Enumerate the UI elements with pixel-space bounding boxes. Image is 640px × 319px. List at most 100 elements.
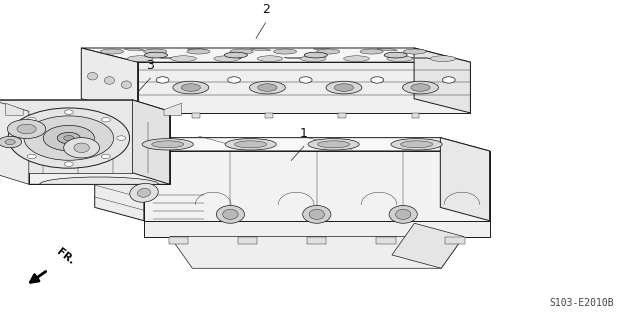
Polygon shape — [144, 221, 490, 237]
Text: 3: 3 — [147, 59, 154, 72]
Ellipse shape — [58, 132, 81, 144]
Ellipse shape — [235, 141, 267, 148]
Ellipse shape — [8, 119, 46, 138]
Ellipse shape — [156, 77, 169, 83]
Ellipse shape — [65, 110, 74, 114]
Ellipse shape — [28, 154, 36, 159]
Polygon shape — [29, 177, 170, 184]
Ellipse shape — [257, 56, 283, 62]
Polygon shape — [250, 49, 271, 50]
Ellipse shape — [396, 209, 411, 219]
Ellipse shape — [317, 141, 349, 148]
Ellipse shape — [121, 81, 131, 88]
Polygon shape — [132, 100, 170, 184]
Polygon shape — [187, 49, 208, 50]
Polygon shape — [0, 100, 132, 173]
Polygon shape — [95, 137, 144, 221]
Ellipse shape — [8, 108, 130, 168]
Ellipse shape — [360, 49, 383, 54]
Polygon shape — [410, 57, 431, 59]
Ellipse shape — [387, 56, 413, 62]
Ellipse shape — [304, 52, 327, 58]
Ellipse shape — [127, 56, 153, 62]
Polygon shape — [314, 49, 334, 50]
Polygon shape — [170, 237, 463, 268]
Ellipse shape — [403, 49, 426, 54]
Ellipse shape — [173, 81, 209, 94]
Ellipse shape — [411, 84, 430, 91]
Ellipse shape — [250, 81, 285, 94]
Ellipse shape — [5, 139, 15, 145]
Polygon shape — [412, 113, 419, 118]
Polygon shape — [6, 103, 23, 115]
Ellipse shape — [88, 72, 98, 80]
Polygon shape — [265, 113, 273, 118]
Polygon shape — [339, 113, 346, 118]
Ellipse shape — [171, 56, 196, 62]
Polygon shape — [157, 57, 179, 59]
Ellipse shape — [138, 189, 150, 197]
Ellipse shape — [430, 56, 456, 62]
Ellipse shape — [63, 137, 100, 158]
Polygon shape — [347, 57, 368, 59]
Ellipse shape — [223, 209, 238, 219]
Ellipse shape — [104, 77, 115, 84]
Ellipse shape — [317, 49, 340, 54]
Polygon shape — [0, 100, 29, 184]
Polygon shape — [376, 237, 396, 244]
Polygon shape — [238, 237, 257, 244]
Ellipse shape — [101, 117, 110, 122]
Ellipse shape — [24, 116, 114, 160]
Ellipse shape — [309, 209, 324, 219]
Ellipse shape — [74, 143, 90, 152]
Ellipse shape — [403, 81, 438, 94]
Polygon shape — [221, 57, 242, 59]
Ellipse shape — [100, 49, 124, 54]
Polygon shape — [169, 237, 188, 244]
Polygon shape — [414, 48, 470, 113]
Ellipse shape — [303, 205, 331, 223]
Polygon shape — [81, 48, 138, 113]
Ellipse shape — [101, 154, 110, 159]
Text: FR.: FR. — [54, 247, 76, 267]
Polygon shape — [284, 57, 305, 59]
Ellipse shape — [116, 136, 125, 140]
Ellipse shape — [130, 183, 158, 202]
Ellipse shape — [214, 56, 239, 62]
Polygon shape — [95, 137, 490, 151]
Polygon shape — [307, 237, 326, 244]
Polygon shape — [445, 237, 465, 244]
Ellipse shape — [64, 136, 74, 141]
Text: 2: 2 — [262, 3, 269, 16]
Ellipse shape — [44, 125, 95, 151]
Polygon shape — [138, 62, 470, 113]
Ellipse shape — [371, 77, 383, 83]
Ellipse shape — [228, 77, 241, 83]
Ellipse shape — [187, 49, 210, 54]
Ellipse shape — [334, 84, 353, 91]
Polygon shape — [164, 103, 182, 115]
Ellipse shape — [225, 138, 276, 150]
Ellipse shape — [442, 77, 455, 83]
Ellipse shape — [300, 56, 326, 62]
Polygon shape — [440, 137, 490, 221]
Ellipse shape — [12, 136, 21, 140]
Polygon shape — [144, 151, 490, 221]
Polygon shape — [124, 49, 145, 50]
Text: S103-E2010B: S103-E2010B — [550, 298, 614, 308]
Ellipse shape — [389, 205, 417, 223]
Ellipse shape — [216, 205, 244, 223]
Ellipse shape — [326, 81, 362, 94]
Polygon shape — [392, 223, 463, 268]
Ellipse shape — [273, 49, 296, 54]
Polygon shape — [29, 111, 170, 184]
Ellipse shape — [258, 84, 277, 91]
Polygon shape — [0, 100, 170, 111]
Ellipse shape — [144, 49, 167, 54]
Ellipse shape — [142, 138, 193, 150]
Ellipse shape — [145, 52, 168, 58]
Polygon shape — [81, 48, 470, 62]
Ellipse shape — [230, 49, 253, 54]
Polygon shape — [376, 49, 397, 50]
Ellipse shape — [0, 136, 22, 148]
